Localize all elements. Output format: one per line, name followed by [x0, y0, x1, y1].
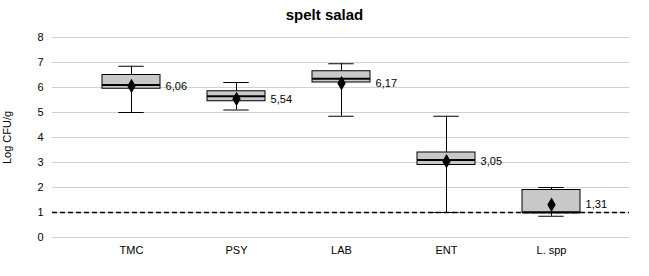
html-text:spelt salad: spelt salad: [285, 6, 364, 23]
svg-text:6,17: 6,17: [376, 77, 397, 89]
svg-text:5,54: 5,54: [271, 93, 292, 105]
svg-text:0: 0: [37, 231, 43, 243]
svg-text:L. spp: L. spp: [537, 244, 567, 256]
svg-text:7: 7: [37, 56, 43, 68]
svg-text:6: 6: [37, 81, 43, 93]
svg-text:8: 8: [37, 31, 43, 43]
svg-text:TMC: TMC: [120, 244, 144, 256]
svg-text:6,06: 6,06: [166, 80, 187, 92]
svg-text:Log CFU/g: Log CFU/g: [1, 111, 13, 164]
svg-text:LAB: LAB: [331, 244, 352, 256]
svg-text:2: 2: [37, 181, 43, 193]
svg-text:ENT: ENT: [436, 244, 458, 256]
svg-text:4: 4: [37, 131, 43, 143]
svg-text:3,05: 3,05: [481, 155, 502, 167]
svg-text:3: 3: [37, 156, 43, 168]
svg-text:PSY: PSY: [225, 244, 248, 256]
svg-text:1: 1: [37, 206, 43, 218]
svg-text:5: 5: [37, 106, 43, 118]
svg-text:1,31: 1,31: [586, 198, 607, 210]
